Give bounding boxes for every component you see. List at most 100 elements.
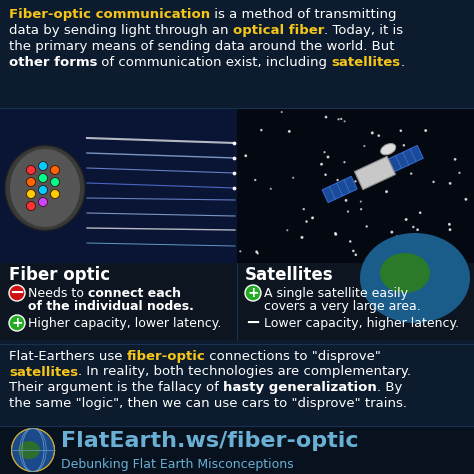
- Text: Needs to: Needs to: [28, 287, 88, 300]
- Bar: [237, 108, 474, 263]
- Point: [257, 126, 265, 134]
- Ellipse shape: [27, 201, 36, 210]
- Ellipse shape: [51, 190, 60, 199]
- Point: [446, 226, 454, 234]
- Circle shape: [9, 285, 25, 301]
- Ellipse shape: [38, 173, 47, 182]
- Text: connections to "disprove": connections to "disprove": [206, 350, 382, 363]
- Point: [383, 188, 390, 195]
- Text: of the individual nodes.: of the individual nodes.: [28, 300, 194, 313]
- Text: fiber-optic: fiber-optic: [127, 350, 206, 363]
- Point: [342, 197, 350, 204]
- Bar: [0, 0, 474, 108]
- Circle shape: [245, 315, 261, 331]
- Text: −: −: [246, 314, 261, 332]
- Point: [230, 184, 238, 192]
- Point: [251, 176, 259, 184]
- Ellipse shape: [27, 165, 36, 174]
- Point: [298, 234, 306, 241]
- Bar: [0, 263, 474, 342]
- Point: [349, 247, 357, 255]
- Text: optical fiber: optical fiber: [233, 24, 324, 37]
- Circle shape: [245, 285, 261, 301]
- Point: [462, 195, 470, 203]
- Point: [451, 155, 459, 163]
- Point: [408, 170, 415, 177]
- Text: +: +: [11, 316, 23, 330]
- Text: . Today, it is: . Today, it is: [324, 24, 403, 37]
- Text: Fiber-optic communication: Fiber-optic communication: [9, 8, 210, 21]
- Ellipse shape: [18, 441, 40, 459]
- Point: [397, 127, 405, 135]
- Text: is a method of transmitting: is a method of transmitting: [210, 8, 397, 21]
- Bar: [388, 146, 423, 172]
- Text: connect each: connect each: [88, 287, 181, 300]
- Point: [357, 198, 365, 205]
- Point: [422, 127, 429, 134]
- Point: [300, 205, 308, 213]
- Text: the same "logic", then we can use cars to "disprove" trains.: the same "logic", then we can use cars t…: [9, 396, 407, 410]
- Text: hasty generalization: hasty generalization: [223, 381, 377, 394]
- Point: [456, 169, 463, 177]
- Point: [410, 223, 417, 231]
- Ellipse shape: [380, 253, 430, 293]
- Point: [446, 220, 453, 228]
- Point: [230, 139, 238, 147]
- Point: [344, 208, 352, 215]
- Text: +: +: [247, 286, 259, 300]
- Ellipse shape: [38, 162, 47, 171]
- Point: [416, 209, 424, 217]
- Point: [324, 153, 332, 161]
- Point: [388, 228, 396, 236]
- Point: [391, 239, 398, 247]
- Point: [414, 226, 421, 234]
- Point: [357, 205, 365, 213]
- Point: [242, 152, 249, 160]
- Bar: [322, 176, 357, 202]
- Point: [237, 247, 244, 255]
- Point: [334, 176, 341, 184]
- Text: A single satellite easily: A single satellite easily: [264, 287, 408, 300]
- Text: . By: . By: [377, 381, 402, 394]
- Ellipse shape: [27, 190, 36, 199]
- Text: Satellites: Satellites: [245, 266, 334, 284]
- Text: data by sending light through an: data by sending light through an: [9, 24, 233, 37]
- Text: Fiber optic: Fiber optic: [9, 266, 110, 284]
- Point: [230, 154, 238, 162]
- Point: [393, 233, 401, 240]
- Point: [230, 169, 238, 177]
- Ellipse shape: [10, 149, 80, 227]
- Ellipse shape: [27, 177, 36, 186]
- Text: of communication exist, including: of communication exist, including: [98, 56, 332, 69]
- Text: covers a very large area.: covers a very large area.: [264, 300, 421, 313]
- Point: [253, 248, 260, 255]
- Point: [321, 148, 328, 156]
- Text: satellites: satellites: [332, 56, 401, 69]
- Ellipse shape: [51, 165, 60, 174]
- Text: Lower capacity, higher latency.: Lower capacity, higher latency.: [264, 317, 459, 330]
- Circle shape: [9, 315, 25, 331]
- Ellipse shape: [38, 198, 47, 207]
- Ellipse shape: [381, 144, 396, 155]
- Text: Higher capacity, lower latency.: Higher capacity, lower latency.: [28, 317, 221, 330]
- Point: [332, 229, 339, 237]
- Point: [352, 178, 359, 185]
- Bar: [355, 156, 395, 190]
- Point: [283, 227, 291, 234]
- Point: [447, 180, 454, 187]
- Point: [430, 178, 438, 186]
- Ellipse shape: [360, 233, 470, 323]
- Bar: [0, 108, 237, 263]
- Text: . In reality, both technologies are complementary.: . In reality, both technologies are comp…: [78, 365, 411, 379]
- Text: −: −: [9, 284, 25, 302]
- Point: [254, 250, 262, 257]
- Point: [341, 118, 348, 125]
- Point: [285, 128, 293, 135]
- Text: Their argument is the fallacy of: Their argument is the fallacy of: [9, 381, 223, 394]
- Ellipse shape: [51, 177, 60, 186]
- Text: other forms: other forms: [9, 56, 98, 69]
- Point: [322, 113, 330, 121]
- Point: [361, 142, 368, 150]
- Point: [403, 153, 411, 161]
- Text: .: .: [401, 56, 405, 69]
